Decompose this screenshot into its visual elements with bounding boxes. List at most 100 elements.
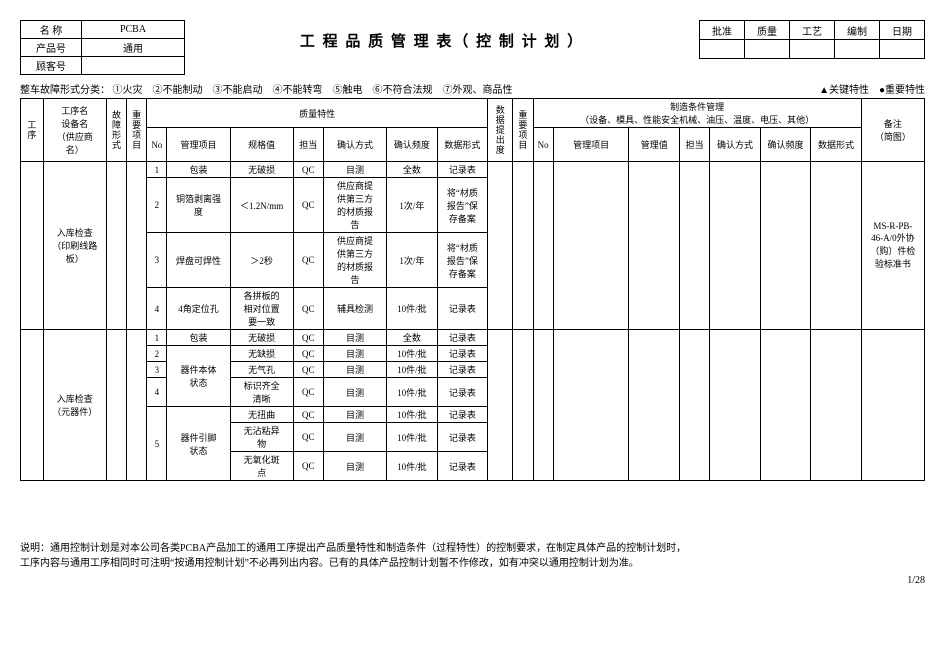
col-data-form: 数据形式 — [437, 128, 488, 162]
cell: 1次/年 — [387, 233, 438, 288]
cell: 目测 — [323, 162, 386, 178]
cell: 包装 — [167, 162, 230, 178]
cell: 器件本体 状态 — [167, 346, 230, 407]
cell: 记录表 — [437, 346, 488, 362]
cell: 10件/批 — [387, 362, 438, 378]
group-quality: 质量特性 — [147, 99, 488, 128]
col-imp-item2: 重要项目 — [513, 99, 533, 162]
cell: QC — [293, 233, 323, 288]
col-mgmt-item2: 管理项目 — [553, 128, 629, 162]
col-mgmt-val: 管理值 — [629, 128, 680, 162]
cell: 3 — [147, 362, 167, 378]
cell: 无沾粘异 物 — [230, 423, 293, 452]
col-proc-no: 工序 — [21, 99, 44, 162]
cell: QC — [293, 362, 323, 378]
cell: 1 — [147, 330, 167, 346]
col-confirm-freq: 确认频度 — [387, 128, 438, 162]
cell: 4角定位孔 — [167, 288, 230, 330]
table-row: 入库检查 （印刷线路 板） 1 包装 无破损 QC 目测 全数 记录表 MS-R… — [21, 162, 925, 178]
approval-h4: 编制 — [835, 21, 880, 40]
col-remark: 备注 （简图） — [861, 99, 924, 162]
cell: 记录表 — [437, 362, 488, 378]
approval-v3 — [790, 40, 835, 59]
cell: 全数 — [387, 162, 438, 178]
col-dept2: 担当 — [679, 128, 709, 162]
cell: QC — [293, 407, 323, 423]
cell: 记录表 — [437, 288, 488, 330]
cell: 无破损 — [230, 162, 293, 178]
approval-h3: 工艺 — [790, 21, 835, 40]
cell: 供应商提 供第三方 的材质报 告 — [323, 233, 386, 288]
col-confirm-method2: 确认方式 — [710, 128, 761, 162]
cell-proc: 入库检查 （元器件） — [43, 330, 106, 481]
cell: 将“材质 报告”保 存备案 — [437, 178, 488, 233]
approval-h2: 质量 — [745, 21, 790, 40]
cell: 全数 — [387, 330, 438, 346]
col-data-form2: 数据形式 — [811, 128, 862, 162]
cell: QC — [293, 178, 323, 233]
cell: 辅具检测 — [323, 288, 386, 330]
cell: 3 — [147, 233, 167, 288]
cell: 无氧化斑 点 — [230, 452, 293, 481]
cell: 10件/批 — [387, 346, 438, 362]
approval-v4 — [835, 40, 880, 59]
customer-value — [82, 57, 185, 75]
header-row: 名 称 PCBA 产品号 通用 顾客号 工 程 品 质 管 理 表（ 控 制 计… — [20, 20, 925, 75]
approval-h5: 日期 — [880, 21, 925, 40]
fault-legend: ▲关键特性 ●重要特性 — [819, 81, 925, 96]
col-no2: No — [533, 128, 553, 162]
cell: 2 — [147, 178, 167, 233]
cell: QC — [293, 288, 323, 330]
cell: 4 — [147, 378, 167, 407]
cell: 10件/批 — [387, 407, 438, 423]
col-mgmt-item: 管理项目 — [167, 128, 230, 162]
name-label: 名 称 — [21, 21, 82, 39]
approval-v2 — [745, 40, 790, 59]
cell: ＞2秒 — [230, 233, 293, 288]
cell: 记录表 — [437, 452, 488, 481]
info-table: 名 称 PCBA 产品号 通用 顾客号 — [20, 20, 185, 75]
cell: 焊盘可焊性 — [167, 233, 230, 288]
cell: 2 — [147, 346, 167, 362]
fault-items: ①火灾 ②不能制动 ③不能启动 ④不能转弯 ⑤触电 ⑥不符合法规 ⑦外观、商品性 — [113, 85, 513, 96]
col-dept: 担当 — [293, 128, 323, 162]
cell: 无扭曲 — [230, 407, 293, 423]
cell: 目测 — [323, 452, 386, 481]
customer-label: 顾客号 — [21, 57, 82, 75]
col-spec: 规格值 — [230, 128, 293, 162]
footer-line2: 工序内容与通用工序相同时可注明“按通用控制计划”不必再列出内容。已有的具体产品控… — [20, 556, 925, 571]
table-row: 入库检查 （元器件） 1 包装 无破损 QC 目测 全数 记录表 — [21, 330, 925, 346]
page-title: 工 程 品 质 管 理 表（ 控 制 计 划 ） — [185, 20, 699, 51]
cell: 目测 — [323, 423, 386, 452]
product-label: 产品号 — [21, 39, 82, 57]
approval-v1 — [700, 40, 745, 59]
cell: 包装 — [167, 330, 230, 346]
cell: 供应商提 供第三方 的材质报 告 — [323, 178, 386, 233]
product-value: 通用 — [82, 39, 185, 57]
cell: 无缺损 — [230, 346, 293, 362]
cell: 目测 — [323, 378, 386, 407]
cell: 记录表 — [437, 330, 488, 346]
col-imp-item: 重要项目 — [127, 99, 147, 162]
cell: QC — [293, 162, 323, 178]
cell: 各拼板的 相对位置 要一致 — [230, 288, 293, 330]
cell: 目测 — [323, 346, 386, 362]
cell: 1次/年 — [387, 178, 438, 233]
cell: ＜1.2N/mm — [230, 178, 293, 233]
cell: 4 — [147, 288, 167, 330]
approval-table: 批准 质量 工艺 编制 日期 — [699, 20, 925, 59]
approval-v5 — [880, 40, 925, 59]
cell: 器件引脚 状态 — [167, 407, 230, 481]
fault-label: 整车故障形式分类： — [20, 85, 110, 96]
cell-remark: MS-R-PB- 46-A/0外协 （购）件检 验标准书 — [861, 162, 924, 330]
group-mfg: 制造条件管理 （设备、模具、性能安全机械、油压、温度、电压、其他） — [533, 99, 861, 128]
cell: 10件/批 — [387, 423, 438, 452]
page-number: 1/28 — [20, 575, 925, 586]
name-value: PCBA — [82, 21, 185, 39]
cell: QC — [293, 330, 323, 346]
cell: 5 — [147, 407, 167, 481]
cell: 记录表 — [437, 407, 488, 423]
cell: 记录表 — [437, 423, 488, 452]
cell: 记录表 — [437, 378, 488, 407]
cell: 10件/批 — [387, 378, 438, 407]
